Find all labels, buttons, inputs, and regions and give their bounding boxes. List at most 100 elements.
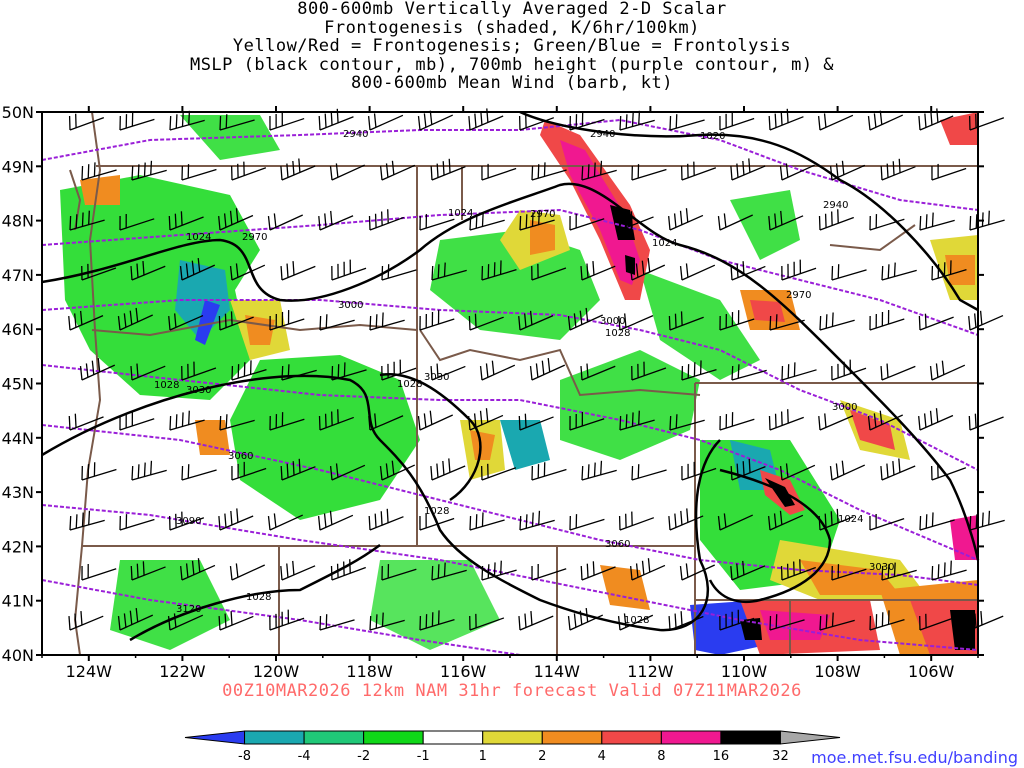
wind-barb — [167, 613, 204, 631]
wind-barb — [831, 264, 867, 281]
wind-barb — [130, 363, 166, 381]
wind-barb — [81, 263, 117, 281]
wind-barb — [719, 412, 755, 431]
wind-barb — [617, 613, 654, 631]
wind-barb — [468, 408, 504, 431]
wind-barb — [331, 259, 367, 281]
wind-barb — [481, 560, 517, 581]
wind-barb — [869, 513, 905, 531]
wind-barb — [869, 610, 905, 631]
colorbar-label: 4 — [598, 749, 606, 764]
wind-barb — [531, 462, 567, 481]
wind-barb — [369, 612, 405, 631]
wind-barb — [280, 560, 316, 581]
wind-barb — [131, 460, 167, 481]
wind-barb — [867, 410, 903, 431]
height-label: 2970 — [786, 290, 811, 301]
wind-barb — [719, 609, 755, 631]
wind-barb — [668, 508, 704, 531]
wind-barb — [918, 108, 954, 131]
wind-barb — [730, 158, 766, 181]
wind-barb — [419, 610, 455, 631]
wind-barb — [817, 113, 854, 131]
wind-barb — [231, 360, 267, 381]
lat-label: 42N — [2, 537, 34, 556]
wind-barb — [618, 313, 654, 331]
wind-barb — [169, 110, 205, 131]
mslp-label: 1028 — [154, 380, 179, 391]
wind-barb — [519, 210, 555, 231]
wind-barb — [931, 560, 967, 581]
height-label: 2940 — [343, 129, 368, 140]
wind-barb — [181, 361, 217, 381]
wind-barb — [919, 212, 955, 231]
wind-barb — [769, 314, 805, 331]
lon-label: 114W — [534, 662, 581, 681]
height-label: 3120 — [176, 604, 201, 615]
wind-barb — [569, 112, 605, 131]
wind-barb — [619, 110, 655, 131]
lon-label: 112W — [627, 662, 674, 681]
credit-link[interactable]: moe.met.fsu.edu/banding — [811, 748, 1018, 767]
wind-barb — [430, 363, 466, 381]
colorbar: -8 -4 -2 -1 1 2 4 8 16 32 — [184, 730, 841, 764]
colorbar-swatch — [779, 730, 841, 745]
wind-barb — [130, 261, 166, 281]
lon-label: 124W — [66, 662, 113, 681]
lon-label: 120W — [253, 662, 300, 681]
colorbar-label: 2 — [538, 749, 546, 764]
wind-barb — [719, 111, 755, 131]
wind-barb — [681, 360, 717, 381]
wind-barb — [381, 564, 417, 581]
title-line-5: 800-600mb Mean Wind (barb, kt) — [350, 73, 674, 93]
height-label: 3000 — [338, 300, 363, 311]
wind-barb — [229, 263, 266, 281]
wind-barb — [269, 609, 305, 631]
wind-barb — [179, 257, 216, 281]
wind-barb — [630, 558, 666, 581]
wind-barb — [918, 408, 954, 431]
wind-barb — [330, 559, 366, 581]
wind-barb — [968, 113, 1005, 131]
height-label: 3060 — [228, 451, 253, 462]
wind-barb — [818, 413, 854, 431]
wind-barb — [218, 311, 254, 331]
wind-barb — [69, 510, 105, 531]
wind-barbs — [68, 108, 1005, 631]
wind-barb — [767, 510, 804, 531]
wind-barb — [168, 313, 204, 331]
wind-barb — [829, 460, 866, 481]
lat-label: 50N — [2, 103, 34, 122]
wind-barb — [169, 410, 205, 431]
wind-barb — [679, 263, 716, 281]
lat-label: 45N — [2, 375, 34, 394]
wind-barb — [117, 307, 153, 331]
wind-barb — [469, 512, 505, 531]
wind-barb — [331, 362, 367, 381]
mslp-label: 1020 — [700, 131, 725, 142]
lat-label: 49N — [2, 157, 34, 176]
wind-barb — [468, 108, 504, 131]
wind-barb — [381, 359, 417, 381]
wind-barb — [319, 614, 355, 631]
wind-barb — [367, 113, 404, 131]
wind-barb — [768, 210, 804, 231]
height-label: 3030 — [186, 385, 211, 396]
wind-barb — [218, 611, 254, 631]
mslp-label: 1024 — [838, 514, 863, 525]
wind-barb — [280, 261, 316, 281]
wind-barb — [831, 359, 867, 381]
wind-barb — [931, 260, 967, 281]
wind-barb — [679, 563, 716, 581]
wind-barb — [431, 262, 467, 281]
wind-barb — [417, 410, 453, 431]
wind-barb — [518, 113, 555, 131]
wind-barb — [68, 113, 105, 131]
colorbar-label: 32 — [772, 749, 789, 764]
wind-barb — [318, 409, 354, 431]
wind-barb — [769, 614, 805, 631]
wind-barb — [618, 211, 654, 231]
wind-barb — [318, 210, 354, 231]
wind-barb — [580, 363, 616, 381]
